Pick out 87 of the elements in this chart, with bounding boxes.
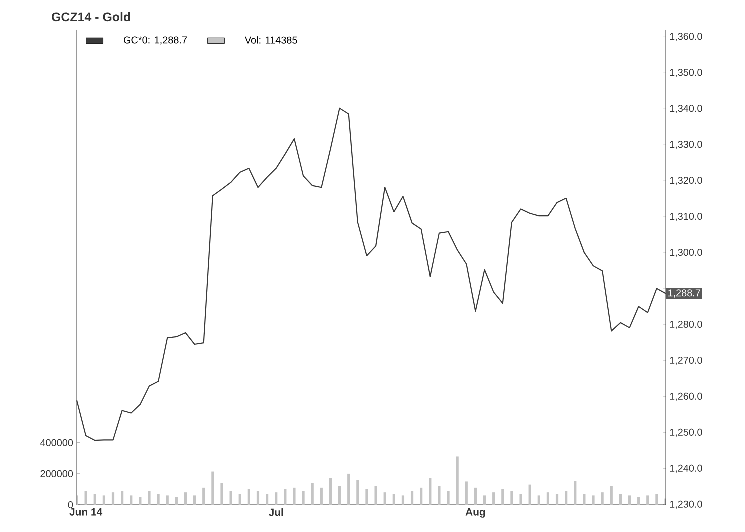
bar <box>256 491 260 505</box>
bar <box>148 491 151 505</box>
y-tick-label: 200000 <box>40 470 74 478</box>
bar <box>619 494 622 505</box>
bar <box>184 492 188 505</box>
bar <box>202 488 206 505</box>
bar <box>528 484 532 505</box>
bar <box>94 494 96 505</box>
bar <box>266 494 269 505</box>
bar <box>592 496 595 505</box>
y2-tick-label: 1,350.0 <box>670 69 702 78</box>
bar <box>601 492 604 505</box>
bar <box>520 494 522 505</box>
bar <box>465 482 468 505</box>
bar <box>248 489 250 505</box>
bar <box>438 486 441 505</box>
bar <box>320 488 323 505</box>
bar <box>102 496 106 505</box>
bar <box>510 491 514 505</box>
bar <box>456 456 459 505</box>
y2-tick-label: 1,310.0 <box>670 213 702 222</box>
y2-tick-label: 1,330.0 <box>670 141 702 150</box>
bar <box>556 494 559 505</box>
bar <box>348 474 350 505</box>
y2-tick-label: 1,320.0 <box>670 177 702 186</box>
bar <box>366 489 368 505</box>
bar <box>610 486 613 505</box>
bar <box>84 491 88 505</box>
y-tick-label: 400000 <box>40 439 74 446</box>
bar <box>546 492 550 505</box>
legend-label: Vol: 114385 <box>244 36 298 44</box>
y2-tick-label: 1,260.0 <box>670 392 702 402</box>
y2-tick-label: 1,240.0 <box>670 464 702 474</box>
y2-tick-label: 1,300.0 <box>670 248 702 258</box>
bar <box>574 481 577 505</box>
y2-tick-label: 1,360.0 <box>670 33 702 42</box>
bar <box>410 491 414 505</box>
bar <box>121 491 124 505</box>
bar <box>447 491 450 505</box>
bar <box>502 489 504 505</box>
y2-tick-label: 1,270.0 <box>670 356 702 366</box>
bar <box>329 478 332 505</box>
bar <box>492 492 496 505</box>
y2-tick-label: 1,230.0 <box>670 500 702 510</box>
x-tick-label: Jun 14 <box>70 508 103 516</box>
bar <box>338 486 342 505</box>
bar <box>175 497 178 505</box>
legend-label: GC*0: 1,288.7 <box>124 36 188 45</box>
x-tick-label: Jul <box>268 508 284 516</box>
bar <box>374 486 378 505</box>
bar <box>293 488 296 505</box>
bar <box>420 488 423 505</box>
bar <box>275 492 278 505</box>
bar <box>356 480 360 505</box>
y2-tick-label: 1,280.0 <box>670 320 702 330</box>
bar <box>166 496 169 505</box>
bar <box>628 496 632 505</box>
bar <box>583 494 586 505</box>
bar <box>311 483 314 505</box>
y2-tick-label: 1,250.0 <box>670 428 702 438</box>
bar <box>384 492 386 505</box>
bar <box>284 489 287 505</box>
bar <box>474 488 478 505</box>
bar <box>646 496 650 505</box>
bar <box>302 491 305 505</box>
bar <box>157 494 160 505</box>
y-tick-label: 0 <box>68 501 74 509</box>
bar <box>194 496 196 505</box>
bar <box>212 472 214 505</box>
bar <box>230 491 232 505</box>
bar <box>429 478 432 505</box>
bar <box>130 496 133 505</box>
bar <box>402 496 405 505</box>
bar <box>656 494 658 505</box>
bar <box>483 496 486 505</box>
bar <box>112 492 115 505</box>
bar <box>392 494 396 505</box>
bar <box>238 494 242 505</box>
bar <box>565 491 568 505</box>
bar <box>538 496 540 505</box>
bar <box>139 497 142 505</box>
x-tick-label: Aug <box>466 508 486 518</box>
bar <box>638 497 640 505</box>
text: 1,288.7 <box>668 290 700 298</box>
chart-title: GCZ14 - Gold <box>52 12 130 22</box>
y2-tick-label: 1,340.0 <box>670 105 702 114</box>
bar <box>220 483 224 505</box>
